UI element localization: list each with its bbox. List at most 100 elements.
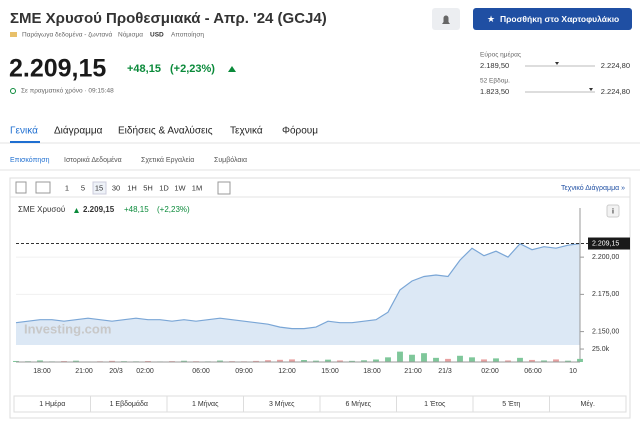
area [16,243,580,345]
interval-button[interactable]: 15 [95,183,103,192]
technical-link[interactable]: Τεχνικό Διάγραμμα » [561,184,625,192]
currency-label: Νόμισμα [118,31,143,39]
legend-name: ΣΜΕ Χρυσού [18,205,65,214]
volume-bar [109,360,115,362]
interval-button[interactable]: 5 [81,183,85,192]
add-portfolio-button[interactable] [473,8,632,30]
range-label: 52 Εβδομ. [480,78,510,85]
x-tick-label: 10 [569,368,577,375]
x-tick-label: 02:00 [136,368,154,375]
range-high: 2.224,80 [601,87,630,96]
data-type: Παράγωγα δεδομένα - ζωντανά [22,31,112,39]
volume-bar [493,358,499,362]
period-button[interactable] [549,395,627,413]
interval-button[interactable]: 1 [65,183,69,192]
x-tick-label: 18:00 [33,368,51,375]
area-icon[interactable] [35,181,51,194]
range-low: 2.189,50 [480,61,509,70]
x-tick-label: 21/3 [438,368,452,375]
active-interval [92,181,107,195]
candle-icon[interactable] [15,181,27,194]
periods: 1 Ημέρα 1 Εβδομάδα 1 Μήνας 3 Μήνες 6 Μήνες 1 … [13,395,627,413]
y-tick-label: 2.200,00 [592,254,619,261]
volume-bar [505,360,511,362]
subtabs: Επισκόπηση Ιστορικά Δεδομένα Σχετικά Εργαλ… [10,156,247,164]
star-icon: ★ [487,14,495,24]
period-label: 1 Ημέρα [39,400,65,408]
period-label: Μέγ. [581,400,595,408]
last-price-label: 2.209,15 [592,240,619,247]
change: +48,15 [127,63,161,75]
volume-bar [529,359,535,362]
interval-button[interactable]: 1D [159,183,169,192]
x-tick-label: 09:00 [235,368,253,375]
volume-bar [409,354,415,362]
volume-bar [253,360,259,362]
volume-bar [13,360,19,362]
volume-bar [397,351,403,362]
realtime: Σε πραγματικό χρόνο · 09:15:48 [21,87,114,95]
tab[interactable]: Ειδήσεις & Αναλύσεις [118,125,213,137]
x-tick-label: 06:00 [192,368,210,375]
info-button[interactable] [606,204,620,218]
title: ΣΜΕ Χρυσού Προθεσμιακά - Απρ. '24 (GCJ4) [10,10,327,27]
period-label: 3 Μήνες [269,401,295,408]
volume-bar [181,360,187,362]
x-tick-label: 20/3 [109,368,123,375]
range-marker [555,62,559,65]
plot: 2.150,00 2.175,00 2.200,00 2.209,15 25.0k 18:… [13,208,630,375]
settings-icon[interactable] [217,181,231,195]
subtab[interactable]: Επισκόπηση [10,156,50,164]
button-label: Προσθήκη στο Χαρτοφυλάκιο [500,14,619,24]
tab[interactable]: Τεχνικά [230,125,263,137]
subtab[interactable]: Σχετικά Εργαλεία [141,156,194,164]
watermark: Investing.com [24,321,111,336]
up-arrow [228,66,236,72]
period-label: 6 Μήνες [345,401,371,408]
tab[interactable]: Διάγραμμα [54,125,103,137]
range-low: 1.823,50 [480,87,509,96]
y-tick-label: 2.150,00 [592,328,619,335]
volume-bar [349,360,355,362]
period-label: 1 Έτος [424,401,446,408]
tab[interactable]: Φόρουμ [282,125,318,137]
volume-bar [37,360,43,362]
legend-price: 2.209,15 [83,205,115,214]
last-price-box [588,237,630,250]
x-tick-label: 12:00 [278,368,296,375]
subtab[interactable]: Συμβόλαια [214,156,247,164]
interval-button[interactable]: 1H [127,183,137,192]
tab[interactable]: Γενικά [10,125,38,137]
interval-button[interactable]: 5H [143,183,153,192]
legend-arrow [74,208,79,213]
x-tick-label: 18:00 [363,368,381,375]
interval-button[interactable]: 30 [112,183,120,192]
volume-bar [577,358,583,362]
clock-icon [10,88,16,94]
volume-bar [289,359,295,362]
currency: USD [150,32,164,39]
volume-tick-label: 25.0k [592,346,610,353]
ranges: Εύρος ημέρας 2.189,50 2.224,80 52 Εβδομ. 1.8… [480,51,630,96]
x-tick-label: 15:00 [321,368,339,375]
volume-bar [469,357,475,362]
tabs: Γενικά Διάγραμμα Ειδήσεις & Αναλύσεις Τεχνι… [10,125,318,137]
price: 2.209,15 [9,55,106,83]
x-tick-label: 21:00 [404,368,422,375]
volume-bar [325,359,331,362]
subtab[interactable]: Ιστορικά Δεδομένα [64,156,122,164]
change-pct: (+2,23%) [170,63,215,75]
volume-bar [265,360,271,362]
range-high: 2.224,80 [601,61,630,70]
legend-pct: (+2,23%) [157,205,190,214]
interval-button[interactable]: 1W [174,183,186,192]
disclaimer[interactable]: Αποποίηση [171,31,204,39]
line [15,242,581,330]
volume-bar [565,360,571,362]
x-tick-label: 06:00 [524,368,542,375]
volume-bar [541,360,547,362]
info-icon: i [612,208,614,215]
interval-button[interactable]: 1M [192,183,202,192]
volume-bar [277,359,283,362]
